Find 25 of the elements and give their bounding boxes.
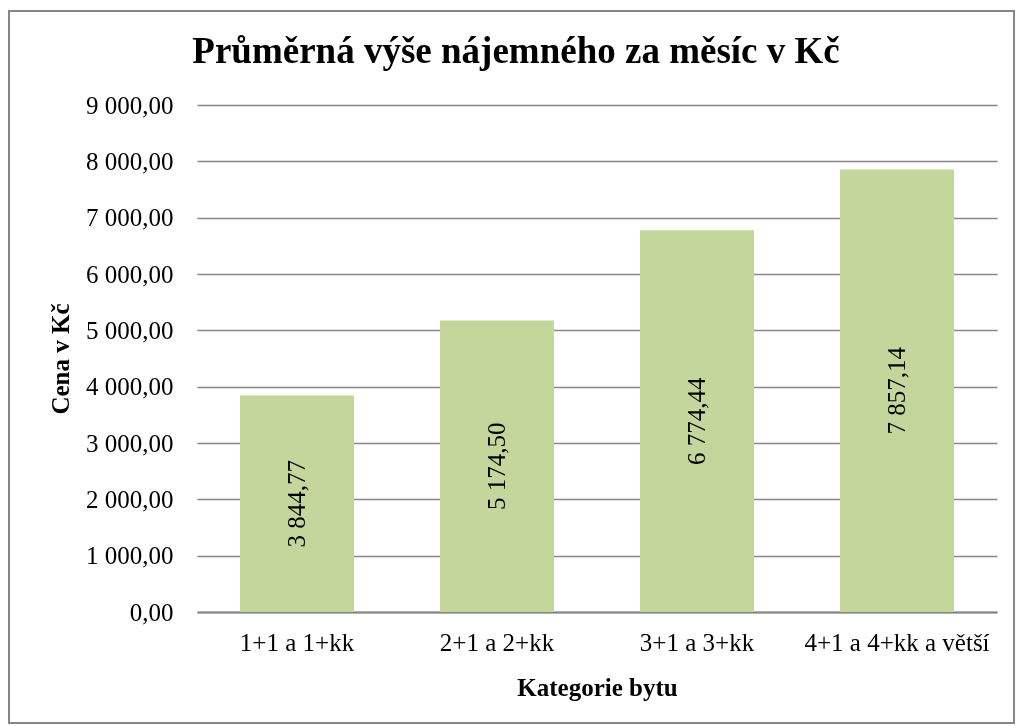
- x-axis-title: Kategorie bytu: [517, 673, 678, 701]
- data-label: 6 774,44: [683, 376, 710, 465]
- data-label: 5 174,50: [483, 422, 510, 510]
- bar: [840, 169, 954, 612]
- y-tick-label: 2 000,00: [86, 485, 174, 513]
- x-tick-label: 2+1 a 2+kk: [439, 628, 555, 656]
- chart-title: Průměrná výše nájemného za měsíc v Kč: [192, 30, 840, 71]
- y-tick-label: 7 000,00: [86, 204, 174, 232]
- y-tick-label: 3 000,00: [86, 429, 174, 457]
- bar: [440, 320, 554, 612]
- bar: [240, 395, 354, 612]
- y-tick-label: 8 000,00: [86, 147, 174, 175]
- data-label: 7 857,14: [883, 346, 910, 435]
- y-tick-label: 9 000,00: [86, 91, 174, 119]
- x-tick-label: 3+1 a 3+kk: [639, 628, 755, 656]
- x-tick-label: 1+1 a 1+kk: [239, 628, 355, 656]
- bar: [640, 230, 754, 612]
- y-tick-label: 5 000,00: [86, 316, 174, 344]
- y-tick-label: 6 000,00: [86, 260, 174, 288]
- y-tick-label: 1 000,00: [86, 542, 174, 570]
- y-axis-title: Cena v Kč: [47, 303, 74, 415]
- y-tick-label: 0,00: [129, 598, 174, 626]
- x-tick-label: 4+1 a 4+kk a větší: [804, 628, 990, 656]
- data-label: 3 844,77: [283, 459, 310, 548]
- y-tick-label: 4 000,00: [86, 373, 174, 401]
